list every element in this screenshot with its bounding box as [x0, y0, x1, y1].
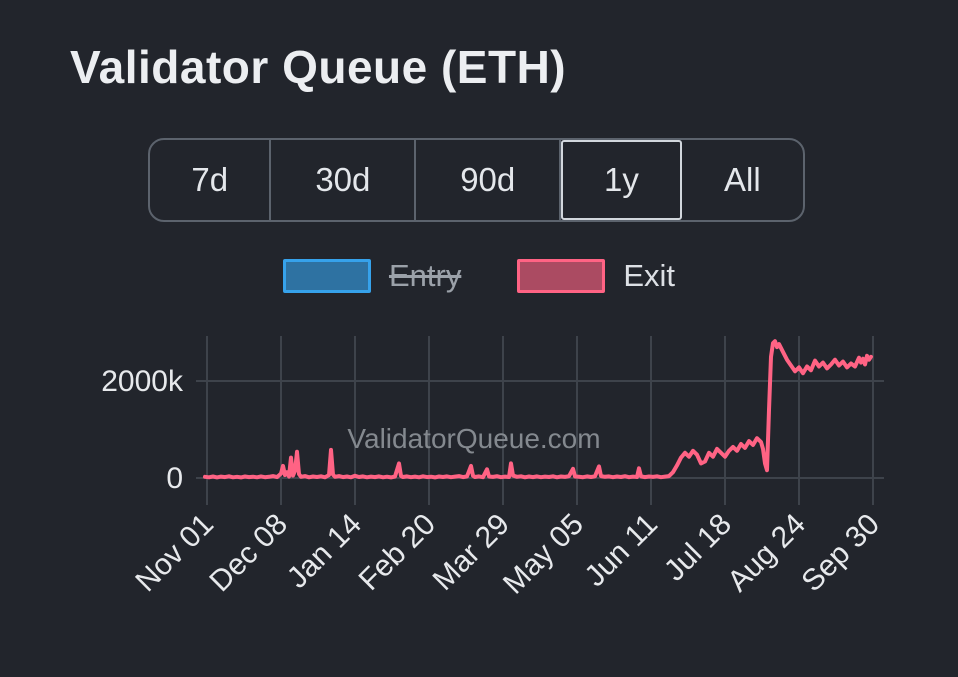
validator-queue-chart: Nov 01 Dec 08 Jan 14 Feb 20 Mar 29 May 05 Jun …	[0, 330, 958, 677]
y-axis-label: 0	[166, 462, 183, 495]
x-axis-label: Nov 01	[129, 508, 220, 599]
x-axis-label: Aug 24	[721, 508, 812, 599]
legend-label-exit: Exit	[623, 258, 676, 293]
watermark-text: ValidatorQueue.com	[347, 423, 600, 454]
range-option-1y[interactable]: 1y	[561, 140, 682, 220]
page-title: Validator Queue (ETH)	[70, 41, 567, 93]
x-axis-label: Sep 30	[795, 508, 886, 599]
range-option-7d[interactable]: 7d	[150, 140, 272, 220]
x-axis-label: Dec 08	[203, 508, 294, 599]
range-option-30d[interactable]: 30d	[271, 140, 417, 220]
range-option-90d[interactable]: 90d	[416, 140, 562, 220]
x-axis-label: Jan 14	[281, 508, 368, 595]
chart-legend: Entry Exit	[0, 258, 958, 294]
x-axis-label: Jun 11	[578, 508, 663, 593]
range-option-all[interactable]: All	[682, 140, 803, 220]
x-axis-label: Feb 20	[353, 508, 442, 597]
legend-item-exit[interactable]: Exit	[517, 258, 675, 294]
exit-swatch-icon	[517, 259, 606, 293]
time-range-selector: 7d 30d 90d 1y All	[148, 138, 805, 222]
legend-label-entry: Entry	[388, 258, 462, 293]
entry-swatch-icon	[282, 259, 371, 293]
x-axis-label: May 05	[497, 508, 590, 601]
y-axis-label: 2000k	[101, 365, 184, 398]
exit-series-line	[203, 339, 873, 480]
legend-item-entry[interactable]: Entry	[282, 258, 462, 294]
